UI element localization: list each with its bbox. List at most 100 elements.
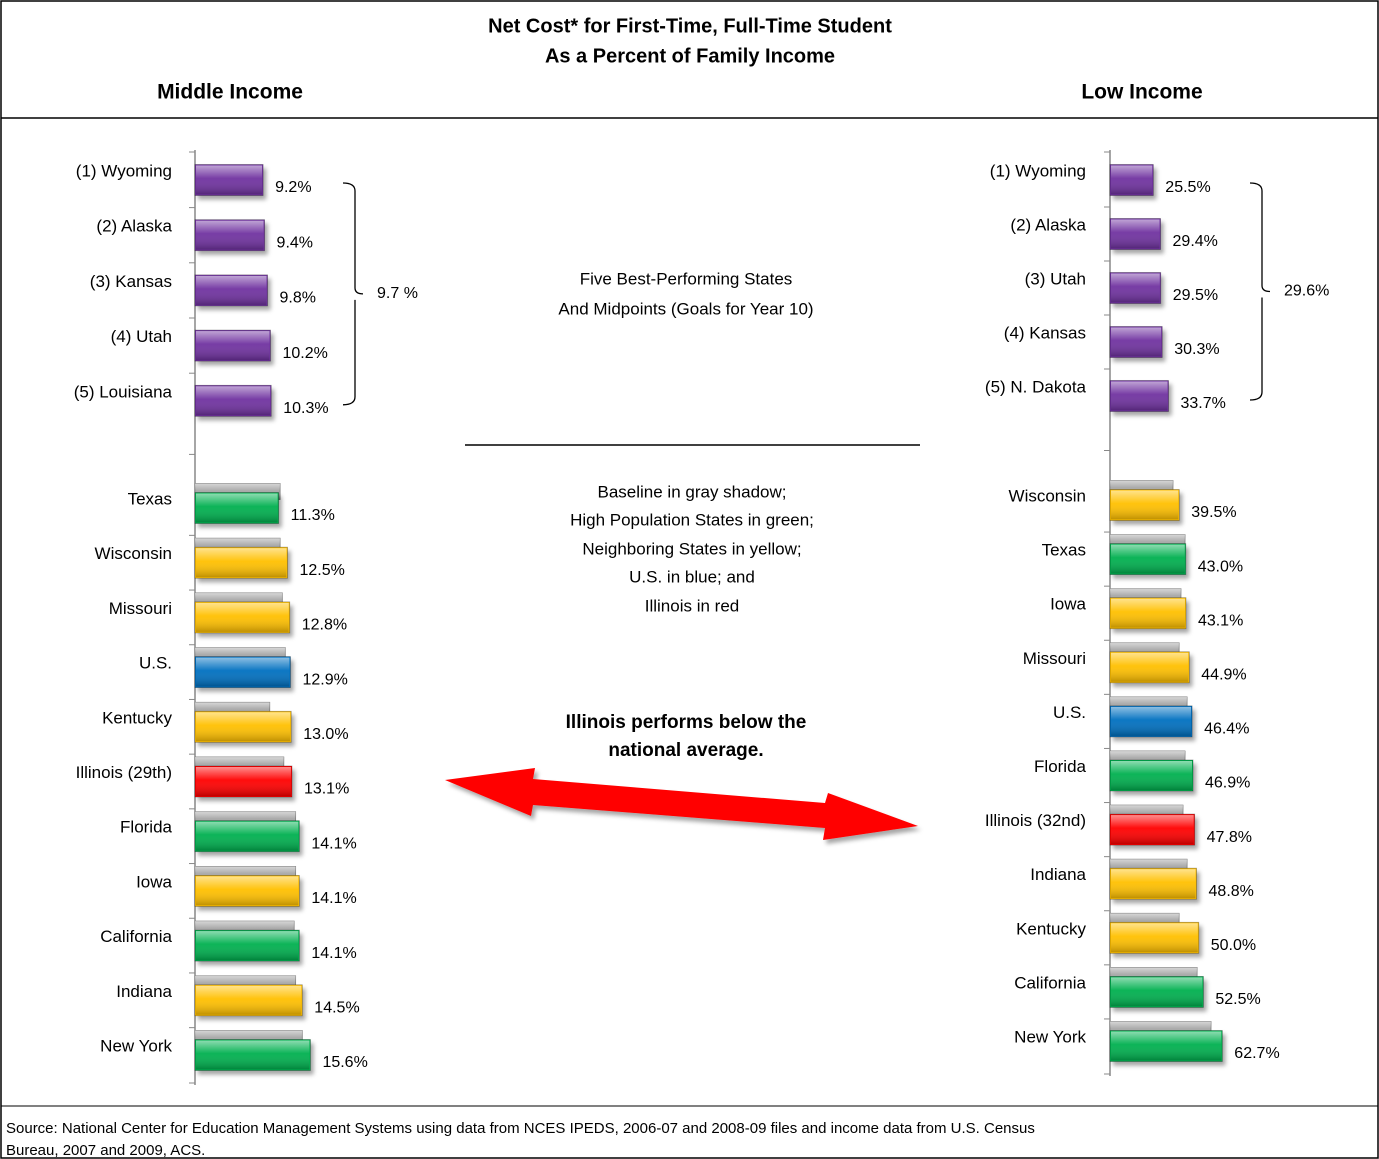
category-label: U.S. [1053, 703, 1086, 722]
category-label: Florida [1034, 757, 1087, 776]
bracket [342, 182, 364, 406]
bar-shine [1111, 869, 1196, 899]
bar-shine [1111, 977, 1203, 1007]
value-label: 62.7% [1234, 1045, 1279, 1062]
legend-note: U.S. in blue; and [629, 567, 755, 586]
category-label: (4) Utah [111, 327, 172, 346]
bar-shine [196, 220, 264, 250]
legend-note: Baseline in gray shadow; [597, 482, 786, 501]
value-label: 12.8% [302, 617, 347, 634]
category-label: Indiana [116, 982, 172, 1001]
bracket [1249, 182, 1271, 401]
note: And Midpoints (Goals for Year 10) [558, 299, 813, 318]
category-label: California [1014, 973, 1086, 992]
value-label: 14.1% [311, 945, 356, 962]
value-label: 14.1% [311, 835, 356, 852]
value-label: 14.5% [314, 1000, 359, 1017]
category-label: Illinois (29th) [76, 763, 172, 782]
value-label: 46.9% [1205, 775, 1250, 792]
title: Net Cost* for First-Time, Full-Time Stud… [488, 15, 892, 37]
legend-note: High Population States in green; [570, 510, 814, 529]
value-label: 44.9% [1201, 667, 1246, 684]
bar-shine [1111, 652, 1189, 682]
value-label: 9.4% [277, 234, 313, 251]
value-label: 47.8% [1207, 829, 1252, 846]
bar-shine [196, 985, 302, 1015]
category-label: Texas [128, 489, 172, 508]
bar-shine [196, 931, 299, 961]
category-label: (1) Wyoming [990, 161, 1086, 180]
value-label: 29.5% [1173, 287, 1218, 304]
category-label: Texas [1042, 541, 1086, 560]
category-label: Iowa [1050, 595, 1086, 614]
value-label: 46.4% [1204, 721, 1249, 738]
bar-shine [1111, 381, 1168, 411]
source: Bureau, 2007 and 2009, ACS. [6, 1142, 205, 1159]
category-label: (2) Alaska [96, 217, 172, 236]
bar-shine [1111, 490, 1179, 520]
category-label: Missouri [1023, 649, 1086, 668]
bar-shine [196, 821, 299, 851]
midpoint-label: 29.6% [1284, 283, 1329, 300]
category-label: Iowa [136, 872, 172, 891]
callout: Illinois performs below the [566, 712, 807, 733]
category-label: U.S. [139, 654, 172, 673]
bar-shine [1111, 544, 1185, 574]
value-label: 43.0% [1198, 558, 1243, 575]
value-label: 33.7% [1181, 395, 1226, 412]
category-label: (4) Kansas [1004, 323, 1086, 342]
bar-shine [196, 165, 263, 195]
category-label: Illinois (32nd) [985, 811, 1086, 830]
bar-shine [1111, 815, 1194, 845]
panel-title: Middle Income [157, 81, 303, 104]
bar-shine [196, 548, 287, 578]
bar-shine [1111, 219, 1160, 249]
value-label: 9.2% [275, 179, 311, 196]
bar-shine [196, 1040, 310, 1070]
bar-shine [196, 767, 291, 796]
category-label: (5) Louisiana [74, 382, 173, 401]
category-label: Missouri [109, 599, 172, 618]
category-label: Wisconsin [95, 544, 172, 563]
legend-note: Illinois in red [645, 596, 740, 615]
value-label: 43.1% [1198, 612, 1243, 629]
category-label: (2) Alaska [1010, 215, 1086, 234]
value-label: 50.0% [1211, 937, 1256, 954]
note: Five Best-Performing States [580, 269, 793, 288]
value-label: 15.6% [322, 1054, 367, 1071]
category-label: New York [1014, 1027, 1086, 1046]
callout: national average. [608, 740, 763, 761]
bar-shine [196, 712, 291, 742]
bar-shine [196, 386, 271, 416]
category-label: Wisconsin [1009, 486, 1086, 505]
bar-shine [196, 602, 289, 632]
bar-shine [196, 331, 270, 361]
bar-shine [1111, 761, 1192, 790]
category-label: (3) Kansas [90, 272, 172, 291]
bar-shine [196, 493, 278, 523]
category-label: Kentucky [102, 708, 172, 727]
value-label: 25.5% [1165, 179, 1210, 196]
value-label: 12.5% [300, 562, 345, 579]
value-label: 30.3% [1174, 341, 1219, 358]
category-label: Kentucky [1016, 919, 1086, 938]
value-label: 39.5% [1191, 504, 1236, 521]
source: Source: National Center for Education Ma… [6, 1120, 1035, 1137]
value-label: 52.5% [1215, 991, 1260, 1008]
bar-shine [196, 275, 267, 305]
midpoint-label: 9.7 % [377, 285, 418, 302]
value-label: 9.8% [280, 290, 316, 307]
category-label: (1) Wyoming [76, 161, 172, 180]
category-label: Indiana [1030, 865, 1086, 884]
arrow [445, 768, 918, 840]
value-label: 48.8% [1209, 883, 1254, 900]
bar-shine [1111, 273, 1160, 303]
bar-shine [1111, 706, 1192, 736]
bar-shine [196, 657, 290, 687]
value-label: 29.4% [1173, 233, 1218, 250]
bar-shine [1111, 327, 1162, 357]
category-label: (3) Utah [1025, 269, 1086, 288]
value-label: 11.3% [291, 507, 335, 524]
